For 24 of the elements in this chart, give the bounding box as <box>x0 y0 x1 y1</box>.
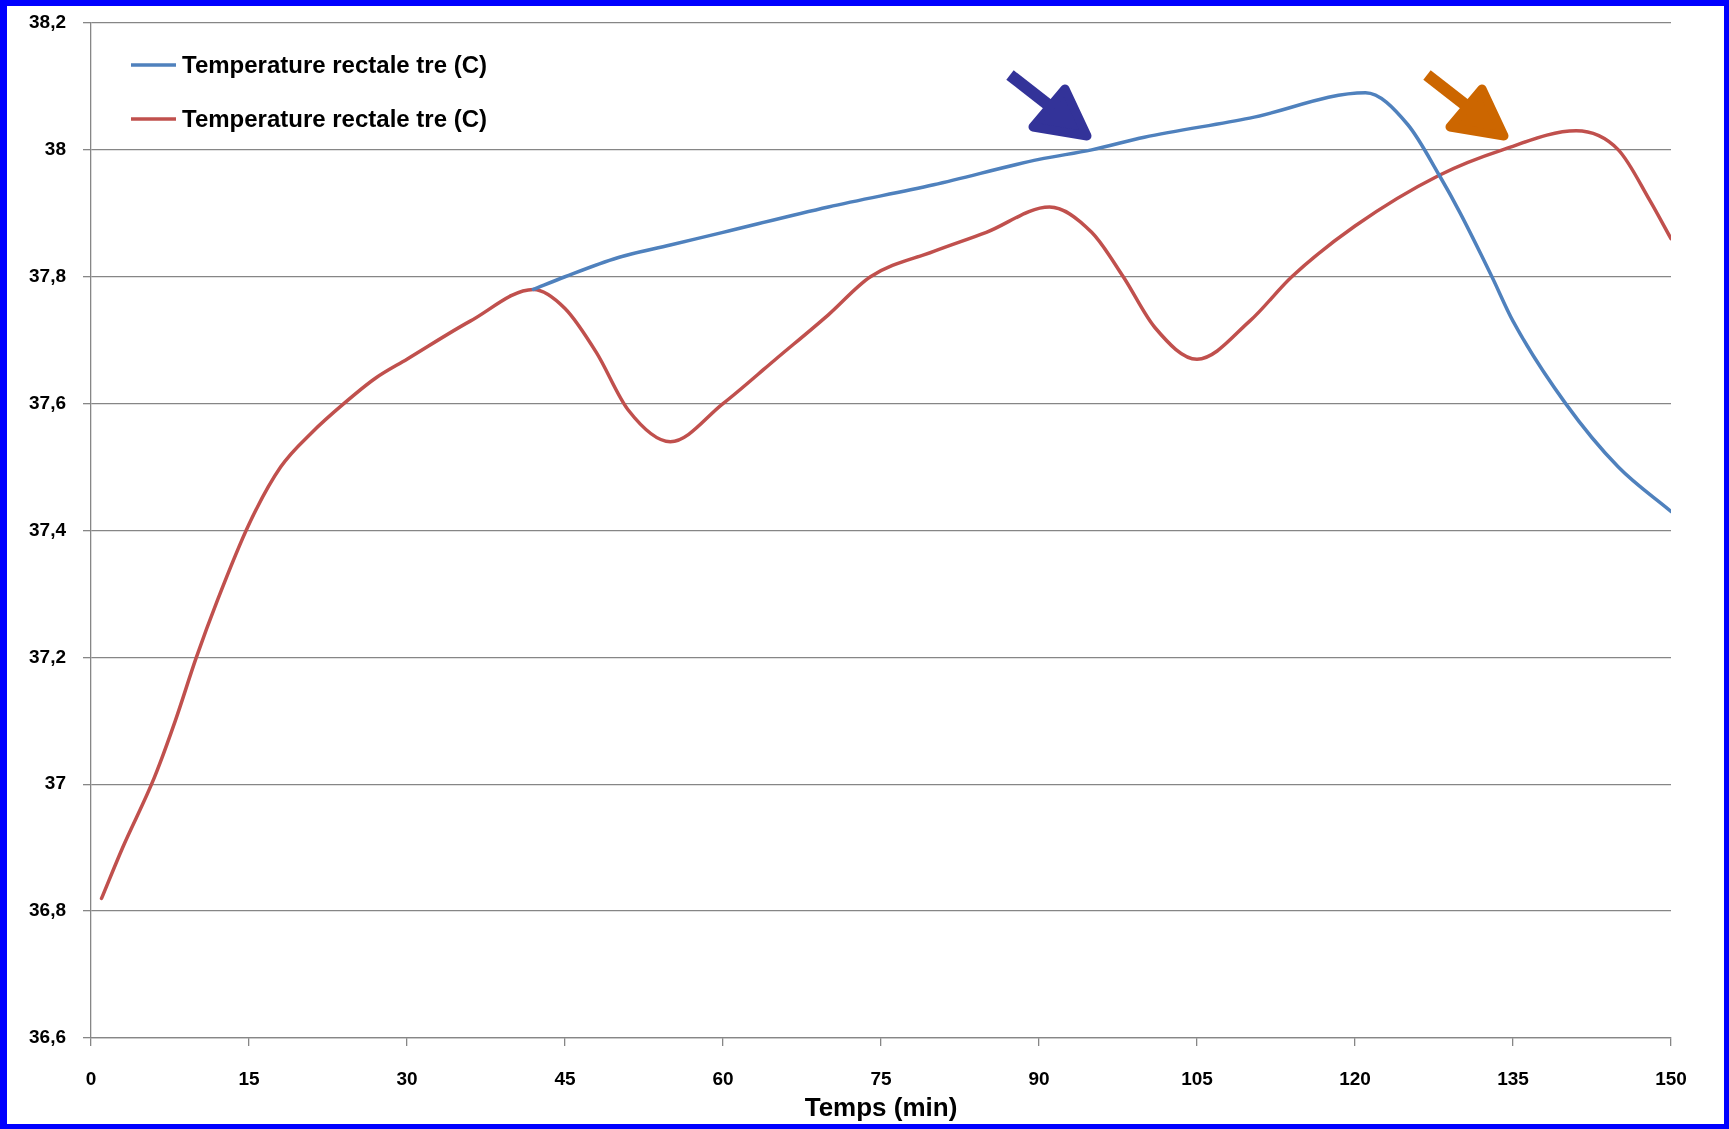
y-tick-label: 38,2 <box>29 11 66 33</box>
x-tick-label: 0 <box>85 1067 97 1089</box>
x-tick-label: 150 <box>1655 1067 1687 1089</box>
y-tick-label: 37,2 <box>29 645 66 667</box>
x-tick-label: 120 <box>1339 1067 1371 1089</box>
y-tick-label: 37,4 <box>29 518 67 540</box>
x-tick-label: 45 <box>554 1067 576 1089</box>
y-tick-label: 37,6 <box>29 391 66 413</box>
line-series <box>531 91 1671 514</box>
x-tick-label: 15 <box>238 1067 260 1089</box>
y-tick-label: 36,8 <box>29 899 66 921</box>
y-tick-label: 38 <box>44 138 66 160</box>
x-tick-label: 60 <box>712 1067 734 1089</box>
x-axis-title: Temps (min) <box>804 1091 958 1122</box>
y-tick-label: 37 <box>44 772 66 794</box>
legend-label: Temperature rectale tre (C) <box>182 50 487 78</box>
x-tick-label: 75 <box>870 1067 892 1089</box>
y-tick-label: 37,8 <box>29 264 66 286</box>
y-tick-label: 36,6 <box>29 1026 66 1048</box>
x-tick-label: 135 <box>1497 1067 1530 1089</box>
legend-label: Temperature rectale tre (C) <box>182 104 487 132</box>
x-tick-label: 105 <box>1181 1067 1214 1089</box>
x-tick-label: 90 <box>1028 1067 1050 1089</box>
x-tick-label: 30 <box>396 1067 418 1089</box>
